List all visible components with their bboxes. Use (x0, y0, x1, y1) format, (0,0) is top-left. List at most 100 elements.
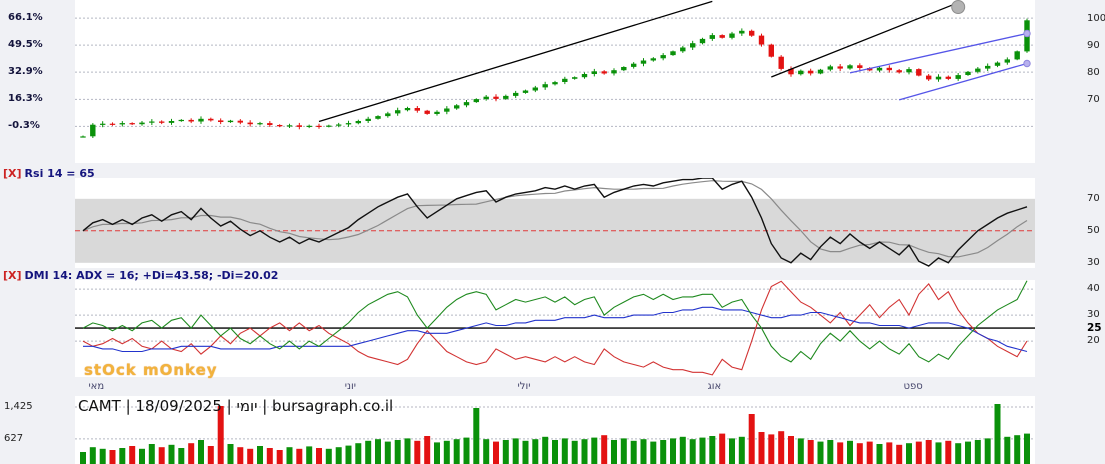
volume-bar (571, 440, 578, 464)
volume-bar (866, 441, 873, 464)
volume-bar (424, 436, 431, 464)
candle-body (168, 121, 175, 123)
dmi-axis-label: 40 (1087, 283, 1100, 295)
volume-bar (552, 440, 558, 464)
volume-bar (709, 436, 716, 464)
plus-di-line (82, 280, 1028, 363)
trendline[interactable] (318, 0, 713, 123)
rsi-panel (75, 178, 1035, 268)
candle-body (857, 65, 863, 68)
candle-body (847, 65, 853, 69)
volume-bar (778, 431, 785, 464)
candle-body (552, 82, 558, 85)
volume-bar (522, 440, 529, 464)
volume-bar (532, 439, 539, 464)
rsi-axis-label: 70 (1087, 192, 1100, 204)
trendline[interactable] (849, 32, 1028, 74)
volume-bar (148, 444, 155, 464)
candle-body (896, 70, 902, 73)
volume-bar (109, 450, 116, 464)
candle-body (808, 70, 814, 74)
volume-bar (80, 452, 86, 464)
volume-bar (797, 438, 804, 464)
dmi-axis-label: 25 (1087, 322, 1102, 335)
trendline-endpoint-handle[interactable] (1023, 29, 1031, 38)
volume-bar (384, 441, 391, 464)
volume-bar (512, 438, 519, 464)
trendline-endpoint-handle[interactable] (1023, 59, 1031, 68)
trendline-drag-handle[interactable] (951, 0, 966, 14)
candle-body (827, 66, 833, 70)
candle-body (188, 119, 194, 122)
percent-axis-label: 16.3% (8, 93, 43, 105)
price-axis-label: 80 (1087, 66, 1100, 78)
percent-axis-label: 32.9% (8, 66, 43, 78)
rsi-indicator-header: [X] Rsi 14 = 65 (3, 167, 95, 180)
candle-body (788, 68, 794, 75)
candle-body (178, 119, 184, 122)
candle-body (739, 30, 745, 34)
volume-bar (316, 448, 322, 464)
candle-body (326, 125, 332, 127)
volume-bar (365, 440, 372, 464)
candle-body (109, 123, 116, 125)
price-axis-label: 90 (1087, 39, 1100, 51)
candle-body (837, 66, 843, 69)
candle-body (404, 108, 411, 111)
candle-body (729, 33, 735, 38)
candlestick-panel (75, 0, 1035, 163)
volume-bar (198, 440, 204, 464)
volume-bar (591, 437, 598, 464)
volume-panel (75, 396, 1035, 464)
volume-bar (847, 440, 853, 464)
candle-body (414, 108, 420, 111)
trendline[interactable] (771, 2, 959, 78)
candle-body (1004, 59, 1010, 63)
volume-bar (807, 440, 814, 464)
candle-body (503, 95, 509, 99)
candle-body (129, 123, 135, 125)
percent-axis-label: -0.3% (8, 120, 40, 132)
percent-axis-label: 49.5% (8, 39, 43, 51)
volume-bar (286, 447, 293, 464)
candle-body (906, 69, 912, 73)
candle-body (945, 76, 951, 79)
dmi-panel (75, 280, 1035, 377)
volume-bar (493, 441, 499, 464)
volume-bar (856, 443, 863, 464)
trendline[interactable] (899, 62, 1028, 101)
volume-bar (276, 450, 283, 464)
candle-body (375, 116, 381, 119)
candle-body (463, 102, 470, 106)
volume-bar (679, 436, 686, 464)
candle-body (542, 84, 548, 88)
volume-bar (935, 442, 942, 464)
candle-body (798, 70, 804, 75)
price-axis-label: 100 (1087, 12, 1105, 24)
candle-body (719, 35, 725, 38)
rsi-label: Rsi 14 = 65 (24, 167, 95, 180)
candle-body (660, 55, 666, 59)
dmi-close-button[interactable]: [X] (3, 269, 22, 282)
volume-bar (434, 442, 440, 464)
volume-bar (788, 436, 794, 464)
month-label: אוג (707, 381, 722, 392)
candle-body (513, 92, 519, 96)
volume-bar (207, 446, 214, 464)
volume-bar (178, 448, 185, 464)
candle-body (709, 35, 715, 39)
volume-bar (620, 438, 627, 464)
candle-body (985, 65, 991, 69)
candle-body (680, 47, 686, 52)
candle-body (267, 123, 273, 125)
rsi-close-button[interactable]: [X] (3, 167, 22, 180)
volume-bar (640, 439, 647, 464)
month-label: יולי (517, 381, 531, 392)
candle-body (237, 120, 243, 123)
volume-bar (984, 438, 991, 464)
candle-body (247, 122, 253, 125)
candle-body (316, 125, 322, 127)
chart-title: CAMT | 18/09/2025 | יומי | bursagraph.co… (78, 397, 394, 415)
candle-body (277, 125, 283, 127)
